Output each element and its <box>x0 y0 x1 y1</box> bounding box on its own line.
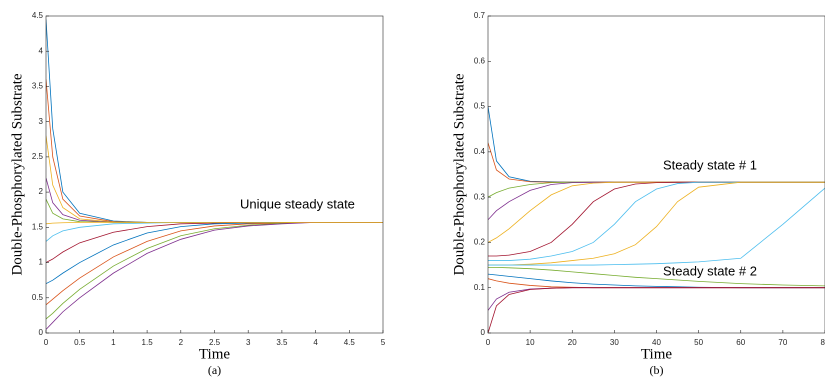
x-tick-label: 2 <box>179 338 184 347</box>
trajectory <box>46 222 383 242</box>
y-tick-label: 0.5 <box>474 102 486 111</box>
x-tick-label: 30 <box>610 338 619 347</box>
x-tick-label: 0 <box>486 338 491 347</box>
panel: 0 0.5 1 1.5 2 2.5 3 3.5 4 4.5 5 0 0.5 1 1.5 2 2.5 3 3.5 4 4.… <box>9 11 385 377</box>
x-tick-label: 0.5 <box>74 338 86 347</box>
annotation: Unique steady state <box>240 196 355 211</box>
y-tick-label: 0.2 <box>474 238 486 247</box>
trajectory <box>488 181 825 243</box>
y-tick-label: 0.4 <box>474 147 486 156</box>
y-tick-label: 0.3 <box>474 192 486 201</box>
y-tick-label: 2.5 <box>32 152 44 161</box>
y-tick-label: 1 <box>39 258 44 267</box>
y-axis-label: Double-Phosphorylated Substrate <box>451 73 467 275</box>
x-tick-label: 20 <box>568 338 577 347</box>
trajectory <box>488 287 825 333</box>
trajectory <box>488 106 825 183</box>
trajectory <box>46 222 383 320</box>
y-tick-label: 1.5 <box>32 222 44 231</box>
y-tick-label: 4 <box>39 46 44 55</box>
trajectory <box>46 222 383 285</box>
x-axis-label: Time <box>199 346 230 362</box>
trajectory <box>488 287 825 311</box>
x-tick-label: 2.5 <box>209 338 221 347</box>
x-tick-label: 70 <box>778 338 787 347</box>
caption: (a) <box>208 363 221 377</box>
x-tick-label: 50 <box>694 338 703 347</box>
panel: 0 10 20 30 40 50 60 70 80 0 0.1 0.2 0.3 0.4 0.5 0.6 0.7 T… <box>451 11 825 377</box>
trajectory <box>488 181 825 266</box>
axes-box <box>487 15 825 334</box>
y-tick-label: 3.5 <box>32 82 44 91</box>
trajectory <box>46 19 383 223</box>
x-tick-label: 80 <box>821 338 825 347</box>
x-tick-label: 4.5 <box>344 338 356 347</box>
trajectory <box>46 222 383 225</box>
y-tick-label: 0 <box>481 328 486 337</box>
trajectory <box>488 181 825 221</box>
y-tick-label: 4.5 <box>32 11 44 20</box>
x-tick-label: 60 <box>736 338 745 347</box>
plot-area <box>488 106 825 333</box>
trajectory <box>488 187 825 266</box>
x-axis-label: Time <box>641 346 672 362</box>
x-tick-label: 0 <box>44 338 49 347</box>
trajectory <box>488 181 825 257</box>
y-axis-label: Double-Phosphorylated Substrate <box>9 73 25 275</box>
x-tick-label: 3 <box>246 338 251 347</box>
y-tick-label: 2 <box>39 187 44 196</box>
trajectory <box>488 142 825 183</box>
y-tick-label: 0.6 <box>474 56 486 65</box>
trajectory <box>488 181 825 198</box>
trajectory <box>46 222 383 306</box>
y-tick-label: 3 <box>39 117 44 126</box>
x-tick-label: 3.5 <box>276 338 288 347</box>
x-tick-label: 1.5 <box>142 338 154 347</box>
x-tick-label: 40 <box>652 338 661 347</box>
trajectory <box>488 266 825 287</box>
x-tick-label: 10 <box>526 338 535 347</box>
trajectory <box>46 222 383 330</box>
annotation: Steady state # 2 <box>663 263 757 278</box>
trajectory <box>488 181 825 261</box>
y-tick-label: 0.7 <box>474 11 486 20</box>
y-tick-label: 0.1 <box>474 283 486 292</box>
x-tick-label: 1 <box>111 338 116 347</box>
y-tick-label: 0.5 <box>32 293 44 302</box>
caption: (b) <box>650 363 664 377</box>
plot-area <box>46 19 383 330</box>
y-tick-label: 0 <box>39 328 44 337</box>
x-tick-label: 5 <box>381 338 386 347</box>
annotation: Steady state # 1 <box>663 157 757 172</box>
x-tick-label: 4 <box>313 338 318 347</box>
